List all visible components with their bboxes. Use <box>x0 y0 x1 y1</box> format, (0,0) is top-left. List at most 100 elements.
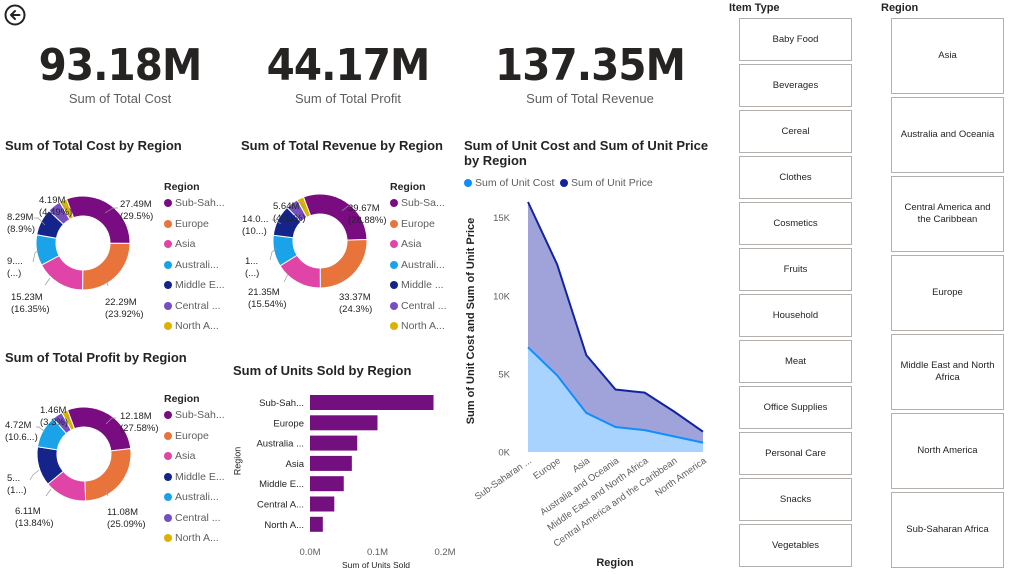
bar[interactable] <box>310 496 335 512</box>
legend-label: Asia <box>401 238 422 250</box>
legend-item[interactable]: Sub-Sah... <box>164 197 225 209</box>
profit-slice[interactable] <box>84 448 132 502</box>
legend-item[interactable]: Asia <box>164 238 195 250</box>
cost-donut-chart[interactable] <box>0 170 240 340</box>
category-label: Sub-Sah... <box>259 398 304 409</box>
legend-item[interactable]: Australi... <box>164 491 219 503</box>
legend-label: Europe <box>175 429 209 442</box>
item-type-tile[interactable]: Personal Care <box>739 432 852 475</box>
legend-item[interactable]: Central ... <box>164 300 221 312</box>
region-tile[interactable]: North America <box>891 413 1004 489</box>
item-type-tile[interactable]: Household <box>739 294 852 337</box>
bar[interactable] <box>310 415 378 431</box>
legend-item[interactable]: Asia <box>390 238 421 250</box>
legend-label: Asia <box>175 238 196 250</box>
tile-label: Meat <box>784 355 807 367</box>
legend-item[interactable]: Europe <box>164 218 209 230</box>
profit-donut-chart[interactable] <box>0 382 240 552</box>
item-type-tile[interactable]: Office Supplies <box>739 386 852 429</box>
legend-item[interactable]: North A... <box>390 320 445 332</box>
legend-item[interactable]: North A... <box>164 320 219 332</box>
region-tile[interactable]: Asia <box>891 18 1004 94</box>
y-tick-label: 5K <box>498 369 510 380</box>
legend-title: Region <box>164 181 200 193</box>
legend-label: Central ... <box>401 299 447 312</box>
region-tile[interactable]: Australia and Oceania <box>891 97 1004 173</box>
item-type-tile[interactable]: Clothes <box>739 156 852 199</box>
unit-price-line[interactable] <box>527 201 704 433</box>
x-tick-label: Asia <box>571 455 593 475</box>
item-type-tile[interactable]: Vegetables <box>739 524 852 567</box>
data-label: 5... (1...) <box>7 473 27 497</box>
legend-label: Sub-Sah... <box>175 197 225 209</box>
legend-marker <box>164 240 172 249</box>
legend-item[interactable]: Europe <box>390 218 435 230</box>
data-label: 12.18M (27.58%) <box>120 411 159 435</box>
legend-item[interactable]: North A... <box>164 532 219 544</box>
unit-price-area[interactable] <box>528 202 703 452</box>
legend-label: Sub-Sah... <box>175 409 225 421</box>
legend-item[interactable]: Australi... <box>164 259 219 271</box>
cost-slice[interactable] <box>59 198 75 221</box>
revenue-donut-chart[interactable] <box>236 170 386 330</box>
bar[interactable] <box>310 435 358 451</box>
legend-item[interactable]: Central ... <box>164 512 221 524</box>
back-arrow-icon[interactable] <box>4 4 26 26</box>
legend-marker <box>560 179 568 188</box>
units-sold-bar-chart[interactable]: Sub-Sah... Europe Australia ... Asia Middle … <box>230 385 460 574</box>
legend-item[interactable]: Sub-Sa... <box>390 197 445 209</box>
revenue-slice[interactable] <box>319 238 368 289</box>
data-label: 4.72M (10.6...) <box>5 420 38 444</box>
bar[interactable] <box>310 395 434 410</box>
legend-marker <box>164 281 172 290</box>
legend-item-unit-cost[interactable]: Sum of Unit Cost <box>464 177 554 189</box>
item-type-tile[interactable]: Snacks <box>739 478 852 521</box>
tile-label: Fruits <box>783 263 808 275</box>
profit-slice[interactable] <box>61 409 76 431</box>
legend-marker <box>390 219 398 228</box>
legend-item[interactable]: Middle E... <box>164 279 225 291</box>
region-tile[interactable]: Central America and the Caribbean <box>891 176 1004 252</box>
legend-marker <box>164 260 172 269</box>
legend-label: Australi... <box>401 258 445 271</box>
data-label: 11.08M (25.09%) <box>107 507 146 531</box>
region-tile[interactable]: Sub-Saharan Africa <box>891 492 1004 568</box>
legend-item-unit-price[interactable]: Sum of Unit Price <box>560 177 653 189</box>
legend-item[interactable]: Asia <box>164 450 195 462</box>
category-label: Australia ... <box>256 439 304 450</box>
tile-label: North America <box>917 445 978 456</box>
legend-label: North A... <box>401 320 445 332</box>
legend-label: North A... <box>175 532 219 544</box>
item-type-tile[interactable]: Baby Food <box>739 18 852 61</box>
unit-cost-area[interactable] <box>528 347 703 452</box>
legend-label: Sum of Unit Price <box>571 177 653 189</box>
category-label: Middle E... <box>259 479 304 490</box>
visual-title: Sum of Total Revenue by Region <box>241 138 444 153</box>
item-type-tile[interactable]: Fruits <box>739 248 852 291</box>
legend-item[interactable]: Australi... <box>390 259 445 271</box>
region-tile[interactable]: Europe <box>891 255 1004 331</box>
item-type-tile[interactable]: Beverages <box>739 64 852 107</box>
legend-item[interactable]: Middle ... <box>390 279 444 291</box>
legend-item[interactable]: Middle E... <box>164 471 225 483</box>
unit-cost-line[interactable] <box>527 346 704 444</box>
label-value: 8.29M (8.9%) <box>7 212 35 235</box>
item-type-tile[interactable]: Cereal <box>739 110 852 153</box>
data-label: 21.35M (15.54%) <box>248 287 287 311</box>
legend-marker <box>390 240 398 249</box>
legend-label: Central ... <box>175 299 221 312</box>
legend-item[interactable]: Europe <box>164 430 209 442</box>
category-label: Central A... <box>257 500 304 511</box>
legend-item[interactable]: Central ... <box>390 300 447 312</box>
item-type-tile[interactable]: Meat <box>739 340 852 383</box>
bar[interactable] <box>310 476 344 492</box>
tile-label: Baby Food <box>772 33 819 45</box>
cost-slice[interactable] <box>82 242 131 291</box>
region-tile[interactable]: Middle East and North Africa <box>891 334 1004 410</box>
bar[interactable] <box>310 455 352 471</box>
tile-label: Beverages <box>772 79 819 91</box>
item-type-tile[interactable]: Cosmetics <box>739 202 852 245</box>
legend-item[interactable]: Sub-Sah... <box>164 409 225 421</box>
bar[interactable] <box>310 516 323 532</box>
